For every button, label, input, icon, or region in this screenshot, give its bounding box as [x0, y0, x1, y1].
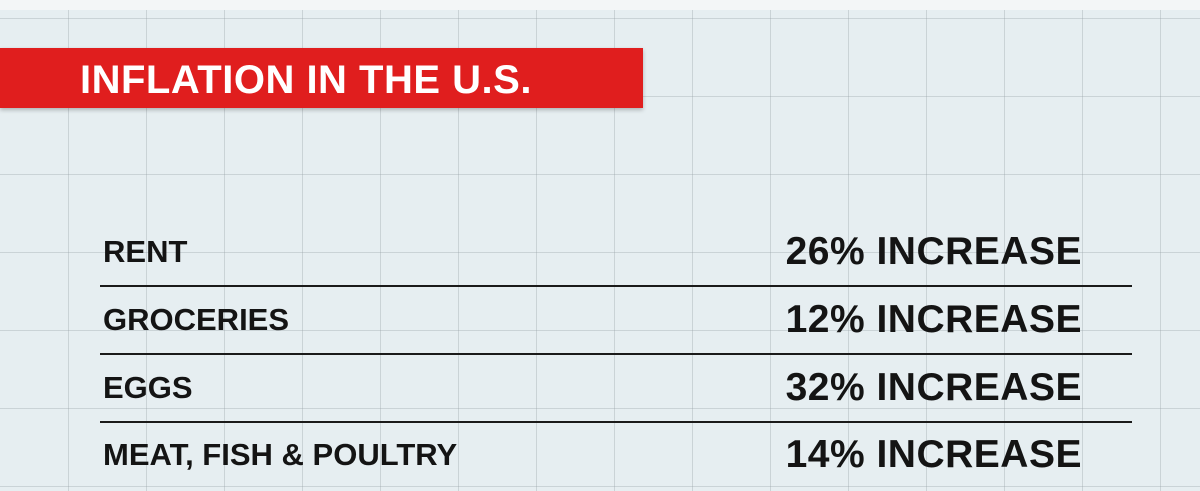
row-divider: [100, 353, 1132, 355]
row-label: EGGS: [103, 370, 193, 405]
title-banner: INFLATION IN THE U.S.: [0, 48, 643, 108]
screen-edge: [0, 0, 1200, 10]
table-row: RENT 26% INCREASE: [100, 218, 1130, 284]
row-divider: [100, 421, 1132, 423]
title: INFLATION IN THE U.S.: [80, 58, 532, 102]
row-value: 14% INCREASE: [785, 433, 1082, 476]
row-value: 12% INCREASE: [785, 298, 1082, 341]
row-label: RENT: [103, 234, 188, 269]
table-row: MEAT, FISH & POULTRY 14% INCREASE: [100, 421, 1130, 487]
row-label: MEAT, FISH & POULTRY: [103, 437, 458, 472]
row-value: 32% INCREASE: [785, 366, 1082, 409]
row-label: GROCERIES: [103, 302, 290, 337]
row-value: 26% INCREASE: [785, 230, 1082, 273]
table-row: GROCERIES 12% INCREASE: [100, 286, 1130, 352]
row-divider: [100, 285, 1132, 287]
table-row: EGGS 32% INCREASE: [100, 354, 1130, 420]
